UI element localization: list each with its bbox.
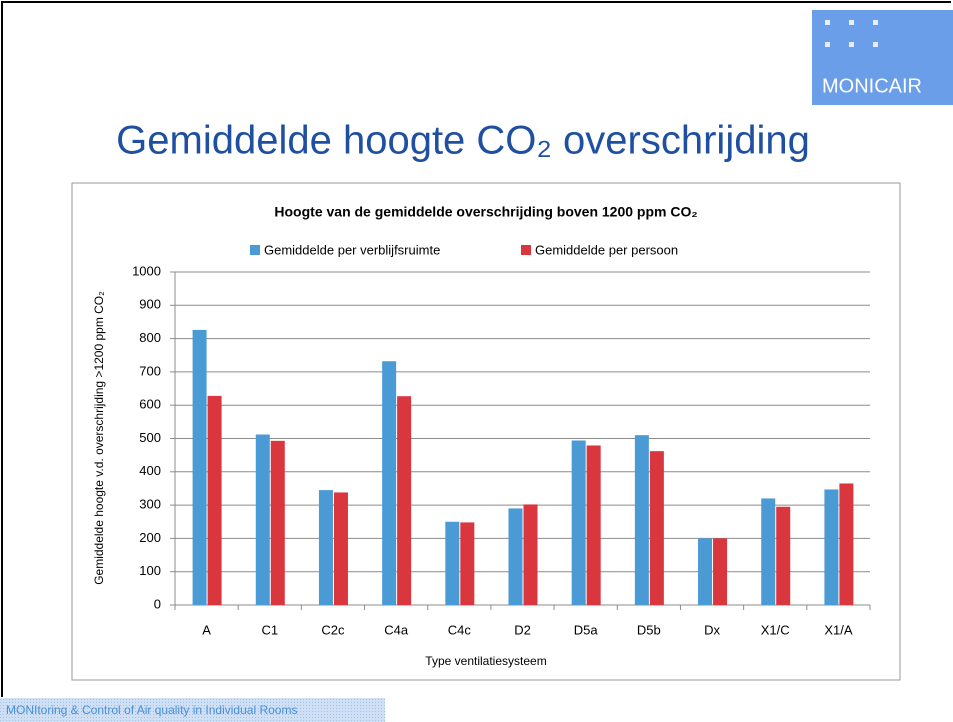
x-tick-label: C4c	[448, 622, 472, 637]
x-tick-label: X1/A	[824, 622, 853, 637]
bar	[586, 445, 601, 605]
legend-swatch	[250, 245, 260, 255]
x-tick-label: A	[202, 622, 211, 637]
y-tick-label: 200	[139, 530, 161, 545]
bar	[634, 435, 649, 605]
y-tick-label: 700	[139, 363, 161, 378]
x-tick-label: D5a	[574, 622, 599, 637]
bar	[508, 508, 523, 605]
bar	[649, 451, 664, 605]
bar	[255, 434, 270, 605]
bar	[698, 538, 713, 605]
bar	[207, 395, 222, 605]
y-tick-label: 1000	[132, 263, 161, 278]
bar	[713, 538, 728, 605]
y-tick-label: 600	[139, 397, 161, 412]
bar	[397, 396, 412, 605]
logo-text: MONICAIR	[822, 75, 922, 97]
slide-title: Gemiddelde hoogte CO₂ overschrijding	[116, 119, 810, 163]
bar	[824, 489, 839, 605]
bar	[839, 483, 854, 605]
x-tick-label: Dx	[704, 622, 720, 637]
y-tick-label: 400	[139, 463, 161, 478]
x-tick-label: C2c	[321, 622, 345, 637]
chart-title: Hoogte van de gemiddelde overschrijding …	[274, 204, 697, 220]
x-tick-label: X1/C	[761, 622, 790, 637]
y-tick-label: 500	[139, 430, 161, 445]
x-tick-label: C4a	[384, 622, 409, 637]
logo-box	[812, 10, 953, 105]
legend-swatch	[521, 245, 531, 255]
y-tick-label: 800	[139, 330, 161, 345]
footer-text: MONItoring & Control of Air quality in I…	[6, 703, 297, 717]
slide-border	[1, 1, 951, 697]
bar	[523, 504, 538, 605]
x-axis-label: Type ventilatiesysteem	[425, 654, 546, 668]
legend-label: Gemiddelde per verblijfsruimte	[264, 242, 440, 257]
footer-band	[0, 698, 385, 722]
bar	[460, 522, 475, 605]
bar	[382, 361, 397, 605]
bar	[445, 521, 460, 605]
y-tick-label: 100	[139, 563, 161, 578]
y-tick-label: 900	[139, 297, 161, 312]
bar	[192, 329, 207, 605]
bar	[318, 490, 333, 605]
bar	[333, 492, 348, 605]
x-tick-label: D5b	[637, 622, 661, 637]
y-tick-label: 300	[139, 497, 161, 512]
x-tick-label: C1	[261, 622, 278, 637]
logo-dots	[825, 20, 878, 47]
y-tick-label: 0	[154, 596, 161, 611]
legend-label: Gemiddelde per persoon	[535, 242, 678, 257]
bar	[761, 498, 776, 605]
x-tick-label: D2	[514, 622, 531, 637]
bar	[571, 440, 586, 605]
y-axis-label: Gemiddelde hoogte v.d. overschrijding >1…	[92, 291, 106, 585]
bar	[776, 506, 791, 605]
bar	[270, 440, 285, 605]
